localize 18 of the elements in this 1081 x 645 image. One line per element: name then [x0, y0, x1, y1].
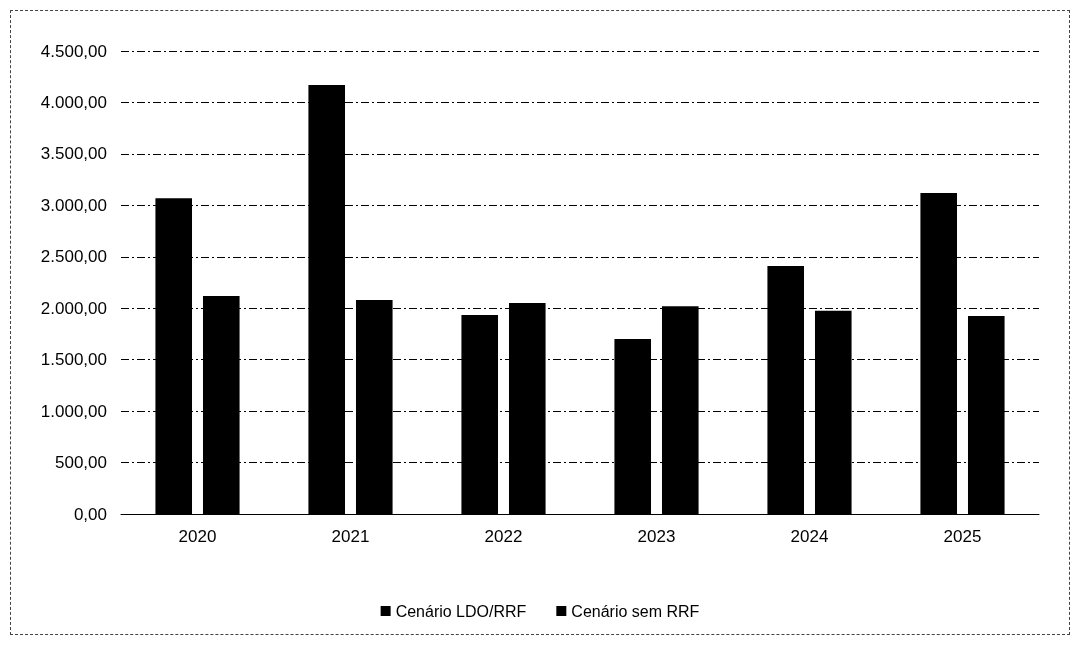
y-tick-label: 3.500,00 — [40, 144, 107, 164]
y-tick-label: 2.000,00 — [40, 298, 107, 318]
legend-label: Cenário LDO/RRF — [395, 602, 527, 620]
y-tick-label: 4.500,00 — [40, 41, 107, 61]
x-tick-label: 2023 — [637, 527, 676, 546]
y-tick-label: 4.000,00 — [40, 92, 107, 112]
y-tick-label: 500,00 — [55, 453, 107, 473]
x-tick-label: 2022 — [484, 527, 523, 546]
x-tick-label: 2025 — [943, 527, 982, 546]
x-tick-label: 2020 — [178, 527, 217, 546]
y-tick-label: 2.500,00 — [40, 247, 107, 267]
y-tick-label: 1.000,00 — [40, 401, 107, 421]
legend-label: Cenário sem RRF — [571, 602, 700, 620]
y-tick-label: 0,00 — [73, 504, 107, 524]
x-tick-label: 2024 — [790, 527, 829, 546]
y-tick-label: 1.500,00 — [40, 350, 107, 370]
y-tick-label: 3.000,00 — [40, 195, 107, 215]
x-tick-label: 2021 — [331, 527, 370, 546]
